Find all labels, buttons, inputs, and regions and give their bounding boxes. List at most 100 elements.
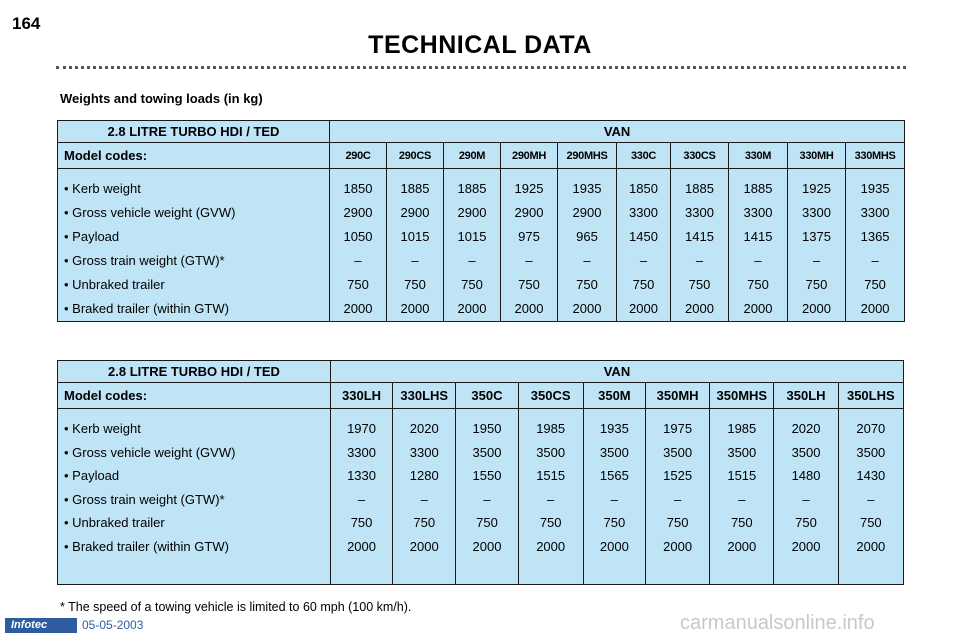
row-label: • Kerb weight xyxy=(64,421,141,436)
value-cell: 2000 xyxy=(343,301,373,316)
model-code: 350CS xyxy=(517,382,584,409)
value-cell: 2000 xyxy=(514,301,544,316)
model-code: 290C xyxy=(329,142,387,169)
value-cell: 750 xyxy=(603,515,626,530)
value-cell: 750 xyxy=(576,277,598,292)
value-cell: 3500 xyxy=(727,444,757,460)
value-cell: 3300 xyxy=(685,205,714,220)
weights-table-2: 2.8 LITRE TURBO HDI / TED VAN Model code… xyxy=(57,360,905,585)
value-cell: 750 xyxy=(461,277,483,292)
value-cell: – xyxy=(802,491,810,507)
model-values-column: 2020 3300 1280 – 750 2000 xyxy=(392,408,457,585)
value-cell: – xyxy=(354,253,362,268)
print-date: 05-05-2003 xyxy=(82,618,144,632)
model-values-column: 1885 2900 1015 – 750 2000 xyxy=(443,168,501,322)
value-cell: – xyxy=(483,491,491,507)
row-label: • Payload xyxy=(64,229,120,244)
value-cell: 2900 xyxy=(400,205,430,220)
value-cell: 750 xyxy=(476,515,498,530)
value-cell: 2000 xyxy=(572,301,602,316)
value-cell: – xyxy=(610,491,618,507)
model-values-column: 1885 3300 1415 – 750 2000 xyxy=(728,168,788,322)
model-codes-label: Model codes: xyxy=(57,142,330,169)
row-label: • Braked trailer (within GTW) xyxy=(64,538,229,554)
value-cell: 1525 xyxy=(663,468,693,483)
value-cell: 2000 xyxy=(629,301,658,316)
model-values-column: 1925 2900 975 – 750 2000 xyxy=(500,168,558,322)
value-cell: 1330 xyxy=(347,468,376,483)
model-values-column: 1950 3500 1550 – 750 2000 xyxy=(455,408,519,585)
value-cell: 3300 xyxy=(629,205,658,220)
value-cell: 1415 xyxy=(743,229,773,244)
value-cell: 1975 xyxy=(663,421,693,436)
value-cell: – xyxy=(738,491,746,507)
model-code: 290MHS xyxy=(557,142,617,169)
model-values-column: 1850 3300 1450 – 750 2000 xyxy=(616,168,671,322)
value-cell: – xyxy=(583,253,591,268)
model-values-column: 1935 3300 1365 – 750 2000 xyxy=(844,168,906,322)
model-code: 350MH xyxy=(644,382,711,409)
value-cell: 750 xyxy=(730,515,753,530)
value-cell: 750 xyxy=(347,277,369,292)
model-values-column: 1985 3500 1515 – 750 2000 xyxy=(709,408,775,585)
model-values-column: 1935 3500 1565 – 750 2000 xyxy=(582,408,646,585)
value-cell: 3500 xyxy=(599,444,629,460)
model-values-column: 1935 2900 965 – 750 2000 xyxy=(557,168,617,322)
value-cell: 2000 xyxy=(409,538,439,554)
value-cell: 1885 xyxy=(400,181,430,196)
value-cell: 1985 xyxy=(727,421,757,436)
value-cell: 1925 xyxy=(802,181,831,196)
value-cell: – xyxy=(673,491,682,507)
row-label: • Kerb weight xyxy=(64,181,141,196)
page-number: 164 xyxy=(12,14,41,33)
value-cell: 1015 xyxy=(400,229,430,244)
value-cell: 1925 xyxy=(514,181,544,196)
row-label: • Unbraked trailer xyxy=(64,277,165,292)
value-cell: 1280 xyxy=(409,468,439,483)
value-cell: 2000 xyxy=(856,538,886,554)
page-title: TECHNICAL DATA xyxy=(368,31,592,59)
model-code: 330LHS xyxy=(392,382,457,409)
value-cell: 750 xyxy=(404,277,426,292)
value-cell: 1365 xyxy=(860,229,890,244)
value-cell: 1375 xyxy=(802,229,831,244)
value-cell: 750 xyxy=(864,277,886,292)
value-cell: 1515 xyxy=(727,468,757,483)
model-code: 330CS xyxy=(670,142,729,169)
value-cell: 2000 xyxy=(860,301,890,316)
value-cell: – xyxy=(871,253,879,268)
model-code: 330C xyxy=(616,142,671,169)
value-cell: 1050 xyxy=(343,229,373,244)
value-cell: 3500 xyxy=(856,444,886,460)
value-cell: 2000 xyxy=(791,538,821,554)
model-values-column: 1885 3300 1415 – 750 2000 xyxy=(670,168,729,322)
model-values-column: 1985 3500 1515 – 750 2000 xyxy=(517,408,584,585)
row-label: • Gross train weight (GTW)* xyxy=(64,491,225,507)
value-cell: 1850 xyxy=(343,181,373,196)
value-cell: 750 xyxy=(795,515,817,530)
model-code: 330MH xyxy=(787,142,846,169)
value-cell: 1950 xyxy=(472,421,502,436)
value-cell: 750 xyxy=(413,515,436,530)
value-cell: 2000 xyxy=(472,538,502,554)
model-code: 290MH xyxy=(500,142,558,169)
value-cell: 3300 xyxy=(860,205,890,220)
row-label: • Gross vehicle weight (GVW) xyxy=(64,205,236,220)
model-code: 350LHS xyxy=(837,382,905,409)
model-code: 330M xyxy=(728,142,788,169)
row-label: • Gross train weight (GTW)* xyxy=(64,253,225,268)
value-cell: 2070 xyxy=(856,421,886,436)
model-code: 350MHS xyxy=(709,382,775,409)
footnote: * The speed of a towing vehicle is limit… xyxy=(60,600,412,614)
value-cell: – xyxy=(468,253,476,268)
model-code: 350M xyxy=(582,382,646,409)
body-header: VAN xyxy=(328,120,906,143)
value-cell: 1850 xyxy=(629,181,658,196)
weights-table-1: 2.8 LITRE TURBO HDI / TED VAN Model code… xyxy=(57,120,906,322)
engine-header: 2.8 LITRE TURBO HDI / TED xyxy=(57,120,330,143)
value-cell: 3300 xyxy=(802,205,831,220)
value-cell: – xyxy=(547,491,555,507)
value-cell: – xyxy=(812,253,821,268)
value-cell: 3300 xyxy=(409,444,439,460)
value-cell: 2020 xyxy=(791,421,821,436)
